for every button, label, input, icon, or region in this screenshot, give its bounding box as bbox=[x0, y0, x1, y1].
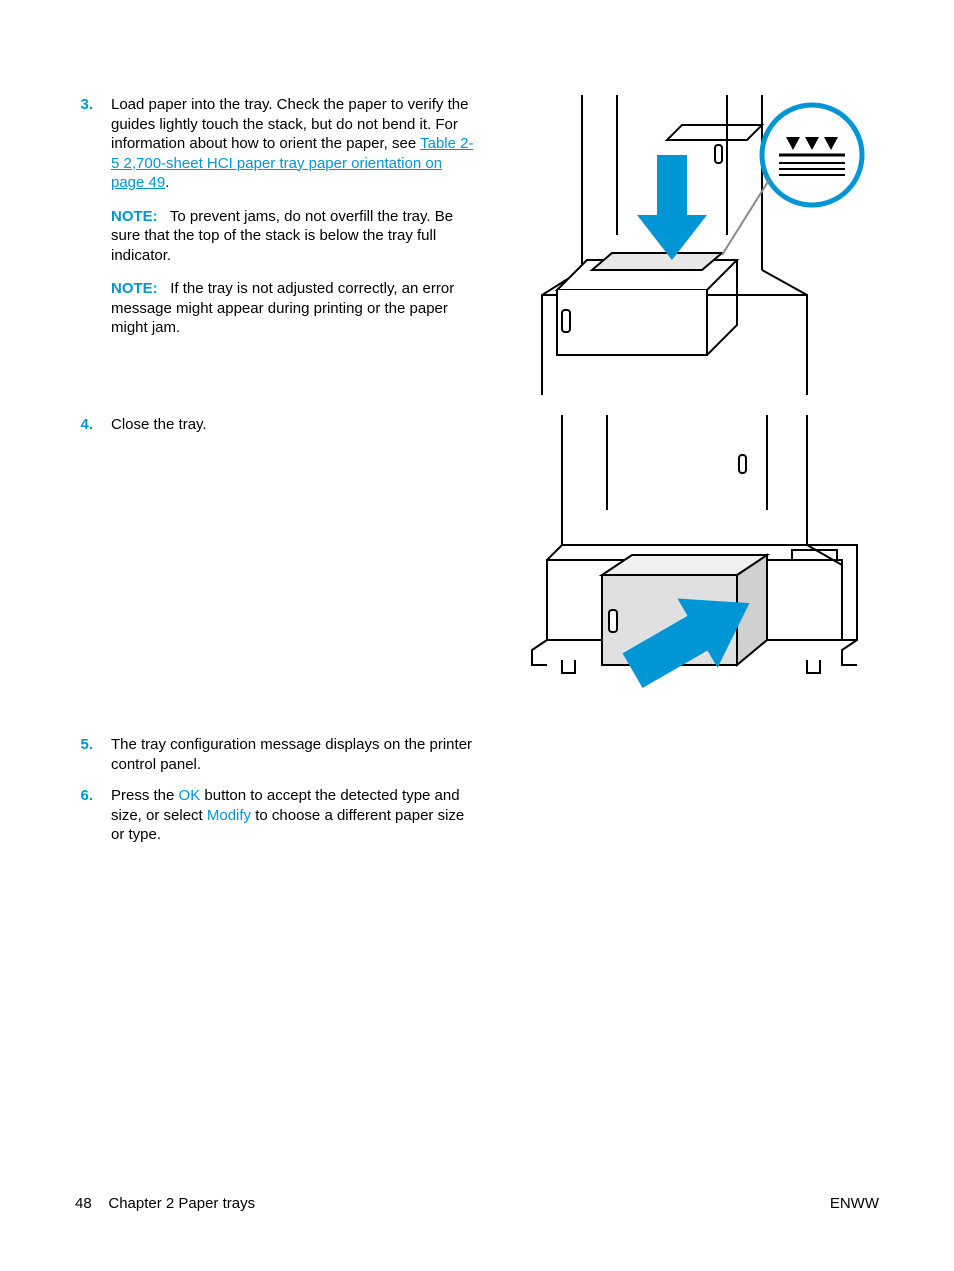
note-2-text: If the tray is not adjusted correctly, a… bbox=[111, 280, 454, 336]
footer-right: ENWW bbox=[830, 1194, 879, 1214]
page-number: 48 bbox=[75, 1195, 92, 1212]
step-3-number: 3. bbox=[75, 95, 93, 338]
footer-left: 48 Chapter 2 Paper trays bbox=[75, 1194, 255, 1214]
step-4: 4. Close the tray. bbox=[75, 415, 475, 435]
step-6-number: 6. bbox=[75, 786, 93, 845]
step-4-body: Close the tray. bbox=[111, 415, 475, 435]
printer-tray-load-icon bbox=[507, 95, 867, 395]
steps-5-6-col: 5. The tray configuration message displa… bbox=[75, 735, 475, 857]
step-3-body: Load paper into the tray. Check the pape… bbox=[111, 95, 475, 338]
step-3: 3. Load paper into the tray. Check the p… bbox=[75, 95, 475, 338]
step-5-body: The tray configuration message displays … bbox=[111, 735, 475, 774]
ok-label: OK bbox=[179, 787, 201, 804]
figure-2-col bbox=[495, 415, 879, 705]
step-3-text-col: 3. Load paper into the tray. Check the p… bbox=[75, 95, 475, 395]
step-5-number: 5. bbox=[75, 735, 93, 774]
step-5: 5. The tray configuration message displa… bbox=[75, 735, 475, 774]
step-3-note-2: NOTE: If the tray is not adjusted correc… bbox=[111, 279, 475, 338]
page-content: 3. Load paper into the tray. Check the p… bbox=[0, 0, 954, 857]
figure-1-col bbox=[495, 95, 879, 395]
steps-5-6-row: 5. The tray configuration message displa… bbox=[75, 735, 879, 857]
empty-fig-col bbox=[495, 735, 879, 857]
chapter-label: Chapter 2 Paper trays bbox=[108, 1195, 255, 1212]
step-4-row: 4. Close the tray. bbox=[75, 415, 879, 705]
step-3-text-pre: Load paper into the tray. Check the pape… bbox=[111, 96, 468, 152]
step-6-body: Press the OK button to accept the detect… bbox=[111, 786, 475, 845]
step-6: 6. Press the OK button to accept the det… bbox=[75, 786, 475, 845]
note-label: NOTE: bbox=[111, 280, 158, 297]
note-1-text: To prevent jams, do not overfill the tra… bbox=[111, 208, 453, 264]
step-3-note-1: NOTE: To prevent jams, do not overfill t… bbox=[111, 207, 475, 266]
step-3-row: 3. Load paper into the tray. Check the p… bbox=[75, 95, 879, 395]
step-4-number: 4. bbox=[75, 415, 93, 435]
step-4-text-col: 4. Close the tray. bbox=[75, 415, 475, 705]
page-footer: 48 Chapter 2 Paper trays ENWW bbox=[75, 1194, 879, 1214]
modify-label: Modify bbox=[207, 807, 251, 824]
step-6-pre: Press the bbox=[111, 787, 179, 804]
note-label: NOTE: bbox=[111, 208, 158, 225]
printer-tray-close-icon bbox=[507, 415, 867, 705]
step-3-text-post: . bbox=[165, 174, 169, 191]
